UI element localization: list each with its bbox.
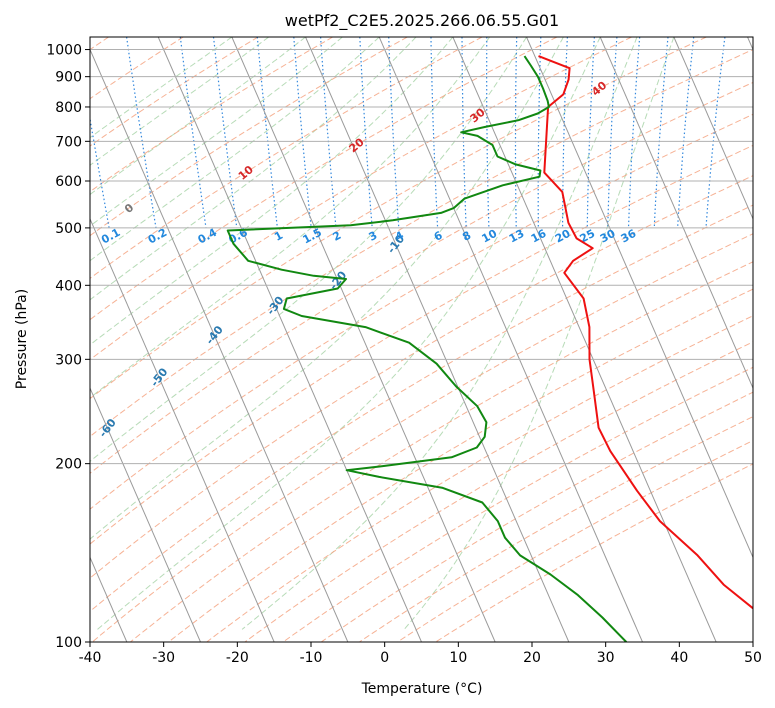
y-tick-label: 300 bbox=[55, 352, 82, 368]
dry-adiabat bbox=[90, 37, 707, 400]
x-tick-label: -30 bbox=[152, 650, 175, 666]
moist-adiabat bbox=[241, 37, 638, 630]
y-tick-label: 1000 bbox=[46, 43, 82, 59]
x-axis-ticks: -40 -30 -20 -10 0 10 20 30 40 50 bbox=[79, 642, 762, 666]
isotherm bbox=[599, 37, 753, 390]
moist-adiabat bbox=[90, 37, 417, 301]
dry-adiabat bbox=[91, 233, 753, 642]
isotherm bbox=[157, 37, 422, 642]
moist-adiabat bbox=[90, 37, 233, 139]
x-tick-label: -10 bbox=[300, 650, 323, 666]
moist-adiabats bbox=[90, 37, 675, 630]
dry-adiabat bbox=[90, 37, 333, 193]
mixing-ratio-label: 13 bbox=[507, 227, 527, 246]
dry-adiabat bbox=[130, 261, 753, 642]
x-axis-label: Temperature (°C) bbox=[361, 681, 483, 697]
y-tick-label: 700 bbox=[55, 134, 82, 150]
moist-adiabat bbox=[90, 37, 380, 262]
dry-adiabat bbox=[90, 37, 632, 361]
moist-adiabat bbox=[90, 37, 454, 346]
x-tick-label: 20 bbox=[523, 650, 541, 666]
mixing-ratio-label: 30 bbox=[598, 227, 618, 246]
dry-adiabat bbox=[244, 341, 753, 642]
temperature-profile-line bbox=[538, 55, 753, 610]
sounding-series bbox=[226, 55, 753, 642]
moist-adiabat bbox=[90, 37, 564, 540]
x-tick-label: -40 bbox=[79, 650, 102, 666]
dry-adiabat bbox=[168, 288, 753, 642]
moist-adiabat bbox=[90, 37, 269, 166]
x-tick-label: 10 bbox=[449, 650, 467, 666]
y-tick-label: 600 bbox=[55, 174, 82, 190]
dry-adiabat bbox=[359, 416, 753, 642]
mixing-ratio-label: 16 bbox=[529, 227, 549, 246]
moist-adiabat bbox=[97, 37, 601, 630]
mixing-ratio-line bbox=[90, 115, 110, 229]
dry-adiabat bbox=[397, 439, 753, 642]
isotherm bbox=[90, 48, 349, 642]
dry-adiabat bbox=[90, 37, 408, 237]
mixing-ratio-lines bbox=[90, 37, 726, 229]
mixing-ratio-line bbox=[212, 37, 238, 228]
isotherm bbox=[90, 386, 201, 642]
isotherm bbox=[378, 37, 643, 642]
mixing-ratio-line bbox=[126, 37, 157, 228]
y-tick-label: 100 bbox=[55, 635, 82, 651]
moist-adiabat bbox=[90, 37, 343, 227]
dry-adiabat bbox=[90, 175, 753, 579]
moist-adiabat bbox=[90, 37, 306, 196]
y-tick-label: 900 bbox=[55, 70, 82, 86]
y-axis-label: Pressure (hPa) bbox=[14, 289, 30, 389]
dry-adiabat bbox=[90, 144, 753, 545]
dry-adiabats bbox=[90, 37, 753, 642]
mixing-ratio-label: 20 bbox=[553, 227, 573, 246]
y-tick-label: 800 bbox=[55, 100, 82, 116]
isotherm bbox=[305, 37, 570, 642]
dry-adiabat bbox=[90, 204, 753, 613]
y-tick-label: 500 bbox=[55, 221, 82, 237]
moist-adiabat bbox=[403, 37, 675, 630]
x-tick-label: 0 bbox=[380, 650, 389, 666]
moist-adiabat bbox=[90, 37, 491, 399]
moist-adiabat bbox=[90, 37, 527, 463]
dewpoint-profile-line bbox=[226, 55, 628, 642]
plot-frame bbox=[89, 36, 754, 643]
x-tick-label: -20 bbox=[226, 650, 249, 666]
y-tick-label: 400 bbox=[55, 278, 82, 294]
isotherm bbox=[231, 37, 496, 642]
mixing-ratio-label: 36 bbox=[619, 227, 639, 246]
x-tick-label: 30 bbox=[597, 650, 615, 666]
isotherms bbox=[90, 37, 753, 642]
mixing-ratio-line bbox=[705, 37, 726, 228]
isotherm bbox=[673, 37, 753, 221]
y-tick-label: 200 bbox=[55, 457, 82, 473]
isotherm bbox=[526, 37, 753, 559]
y-axis-ticks: 1000 900 800 700 600 500 400 300 200 100 bbox=[46, 43, 90, 651]
isotherm bbox=[90, 217, 275, 642]
plot-area: -100-90-80-70-60-50-40-30-20-100.10.20.4… bbox=[90, 37, 753, 642]
pressure-gridlines bbox=[90, 49, 753, 642]
chart-title: wetPf2_C2E5.2025.266.06.55.G01 bbox=[285, 11, 559, 31]
dry-adiabat bbox=[90, 81, 753, 474]
isotherm bbox=[452, 37, 717, 642]
dry-adiabat bbox=[206, 315, 753, 642]
mixing-ratio-line bbox=[179, 37, 207, 228]
dry-adiabat bbox=[90, 49, 753, 438]
x-tick-label: 50 bbox=[744, 650, 762, 666]
x-tick-label: 40 bbox=[670, 650, 688, 666]
mixing-ratio-label: 10 bbox=[480, 227, 500, 246]
